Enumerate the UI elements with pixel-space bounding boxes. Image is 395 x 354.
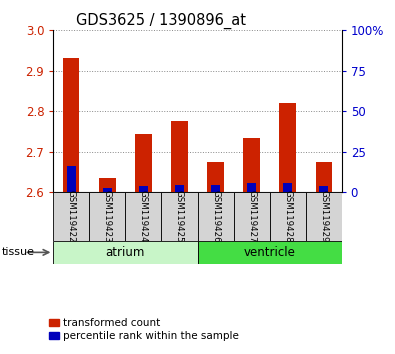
Bar — [319, 186, 328, 192]
Bar — [53, 192, 89, 241]
Text: GSM119427: GSM119427 — [247, 190, 256, 243]
Bar — [139, 186, 148, 192]
Text: GSM119422: GSM119422 — [67, 190, 76, 243]
Bar — [135, 133, 152, 192]
Bar — [99, 178, 115, 192]
Bar — [211, 185, 220, 192]
Bar — [316, 162, 332, 192]
Bar — [306, 192, 342, 241]
Bar — [175, 185, 184, 192]
Text: GSM119428: GSM119428 — [283, 190, 292, 243]
Text: GSM119423: GSM119423 — [103, 190, 112, 243]
Text: tissue: tissue — [2, 247, 35, 257]
Bar — [233, 192, 270, 241]
Bar — [198, 241, 342, 264]
Text: GSM119424: GSM119424 — [139, 190, 148, 243]
Bar — [103, 188, 112, 192]
Bar — [198, 192, 233, 241]
Bar — [89, 192, 126, 241]
Bar — [207, 162, 224, 192]
Text: GSM119426: GSM119426 — [211, 190, 220, 243]
Bar — [247, 183, 256, 192]
Bar — [243, 138, 260, 192]
Legend: transformed count, percentile rank within the sample: transformed count, percentile rank withi… — [45, 314, 243, 345]
Bar — [63, 58, 79, 192]
Bar — [270, 192, 306, 241]
Text: GSM119429: GSM119429 — [319, 190, 328, 243]
Bar — [53, 241, 198, 264]
Text: ventricle: ventricle — [244, 246, 295, 259]
Bar — [126, 192, 162, 241]
Text: GSM119425: GSM119425 — [175, 190, 184, 243]
Text: GDS3625 / 1390896_at: GDS3625 / 1390896_at — [76, 12, 246, 29]
Bar — [162, 192, 198, 241]
Bar — [67, 166, 76, 192]
Bar — [171, 121, 188, 192]
Bar — [280, 103, 296, 192]
Bar — [283, 183, 292, 192]
Text: atrium: atrium — [106, 246, 145, 259]
